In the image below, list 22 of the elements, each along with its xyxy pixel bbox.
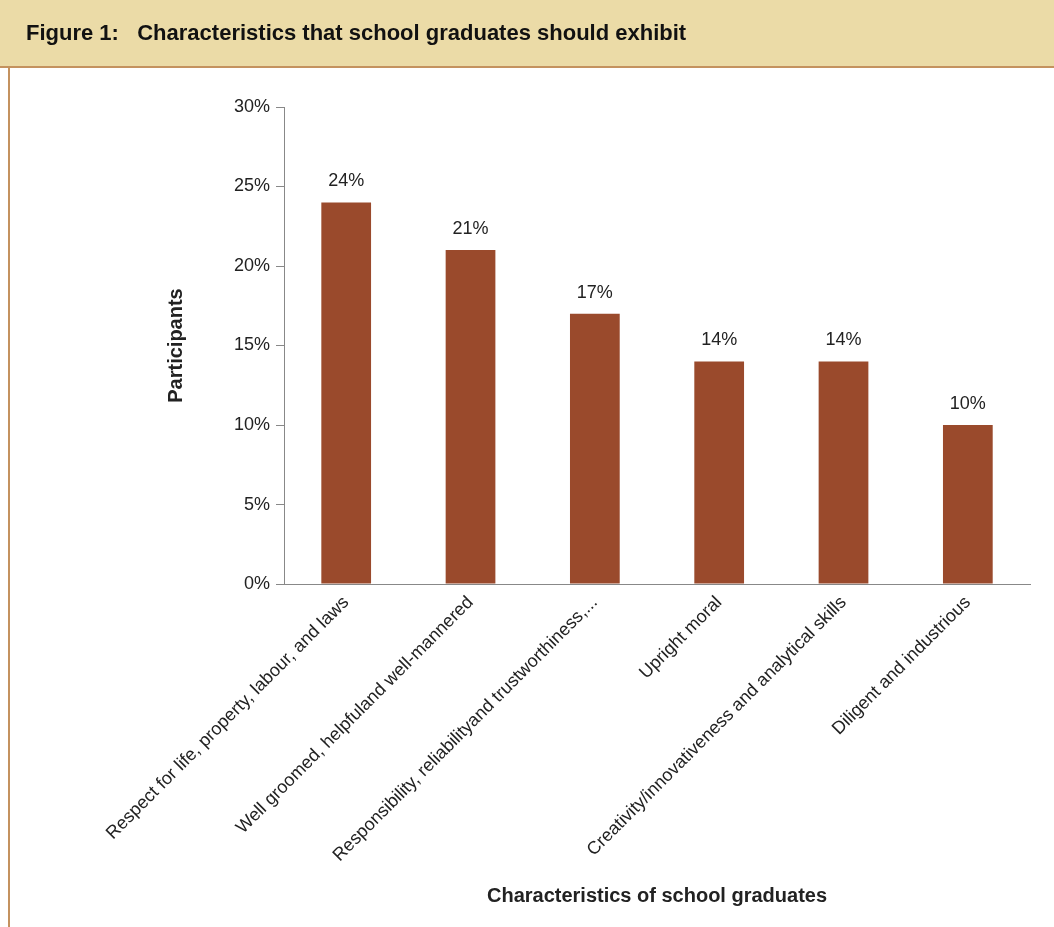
bar: [694, 361, 745, 584]
y-axis-title: Participants: [163, 288, 186, 403]
bar: [445, 250, 496, 584]
y-tick-label: 20%: [234, 254, 271, 275]
y-tick-label: 5%: [244, 493, 271, 514]
data-label: 14%: [701, 329, 738, 350]
x-axis-title: Characteristics of school graduates: [486, 883, 828, 906]
bar: [569, 313, 620, 584]
y-tick-label: 25%: [234, 175, 271, 196]
data-label: 24%: [328, 170, 365, 191]
y-tick-label: 30%: [234, 95, 271, 116]
y-tick-label: 15%: [234, 334, 271, 355]
chart-title: Figure 1: Characteristics that school graduates should exhibit: [26, 20, 687, 46]
data-label: 17%: [576, 281, 613, 302]
data-label: 14%: [825, 329, 862, 350]
y-tick-label: 10%: [234, 414, 271, 434]
data-label: 10%: [949, 393, 986, 413]
data-label: 21%: [452, 218, 489, 239]
bar: [818, 361, 869, 584]
bar: [321, 202, 372, 584]
bar: [942, 425, 993, 584]
y-tick-label: 0%: [244, 573, 271, 594]
